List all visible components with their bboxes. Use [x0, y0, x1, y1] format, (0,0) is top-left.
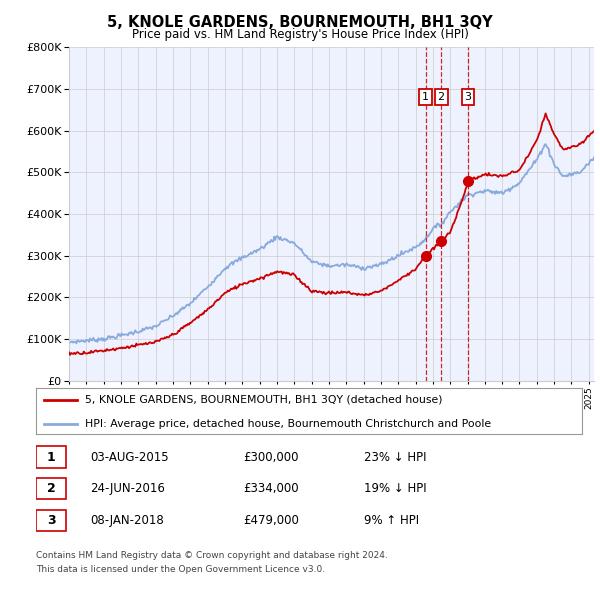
Text: 5, KNOLE GARDENS, BOURNEMOUTH, BH1 3QY: 5, KNOLE GARDENS, BOURNEMOUTH, BH1 3QY: [107, 15, 493, 30]
Text: 1: 1: [47, 451, 55, 464]
Text: This data is licensed under the Open Government Licence v3.0.: This data is licensed under the Open Gov…: [36, 565, 325, 574]
Text: 9% ↑ HPI: 9% ↑ HPI: [364, 514, 419, 527]
Text: Price paid vs. HM Land Registry's House Price Index (HPI): Price paid vs. HM Land Registry's House …: [131, 28, 469, 41]
Text: Contains HM Land Registry data © Crown copyright and database right 2024.: Contains HM Land Registry data © Crown c…: [36, 551, 388, 560]
Text: 2: 2: [437, 92, 445, 102]
Text: 5, KNOLE GARDENS, BOURNEMOUTH, BH1 3QY (detached house): 5, KNOLE GARDENS, BOURNEMOUTH, BH1 3QY (…: [85, 395, 443, 405]
FancyBboxPatch shape: [36, 477, 66, 499]
Text: 2: 2: [47, 481, 55, 495]
Text: 08-JAN-2018: 08-JAN-2018: [91, 514, 164, 527]
Text: £300,000: £300,000: [244, 451, 299, 464]
Text: 3: 3: [464, 92, 472, 102]
Text: 19% ↓ HPI: 19% ↓ HPI: [364, 481, 426, 495]
FancyBboxPatch shape: [36, 447, 66, 468]
Text: 1: 1: [422, 92, 429, 102]
Text: 23% ↓ HPI: 23% ↓ HPI: [364, 451, 426, 464]
Text: 24-JUN-2016: 24-JUN-2016: [91, 481, 166, 495]
Text: HPI: Average price, detached house, Bournemouth Christchurch and Poole: HPI: Average price, detached house, Bour…: [85, 419, 491, 429]
FancyBboxPatch shape: [36, 510, 66, 531]
Text: 03-AUG-2015: 03-AUG-2015: [91, 451, 169, 464]
Text: £479,000: £479,000: [244, 514, 299, 527]
Text: 3: 3: [47, 514, 55, 527]
Text: £334,000: £334,000: [244, 481, 299, 495]
